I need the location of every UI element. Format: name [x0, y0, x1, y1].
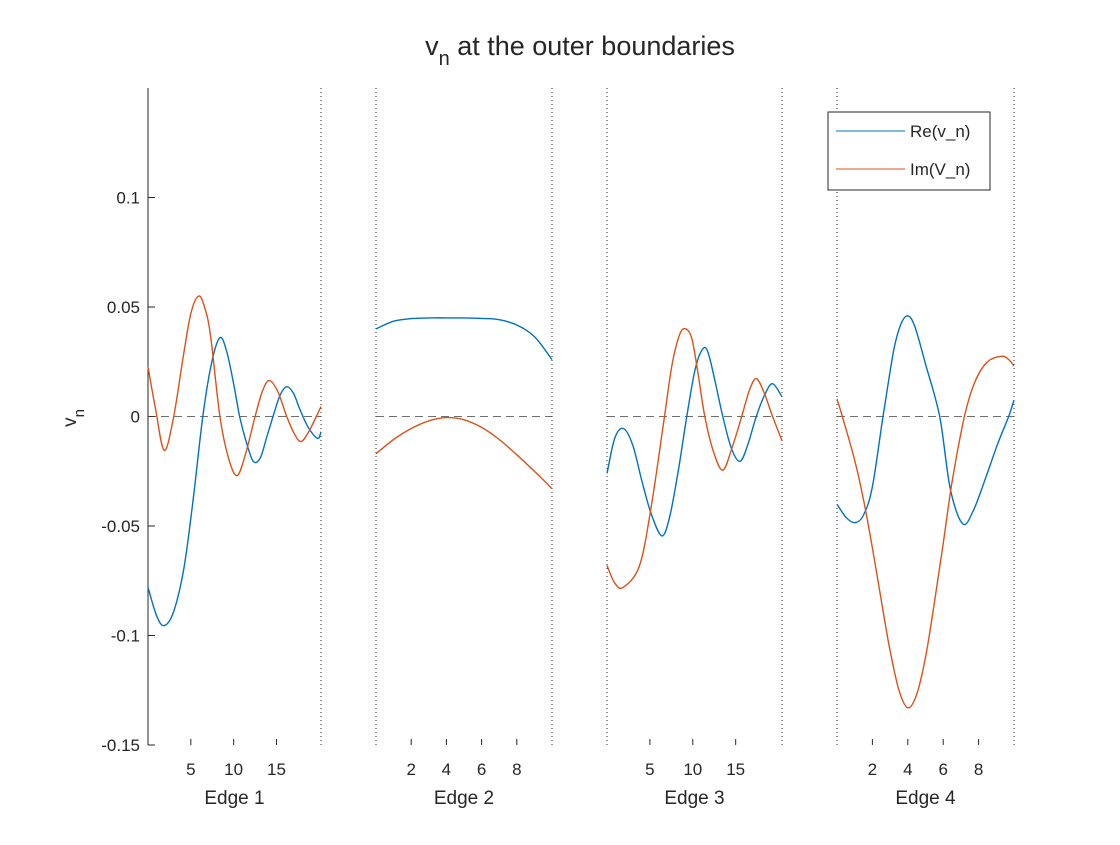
x-axis-label-edge-4: Edge 4	[895, 788, 956, 809]
y-tick-label: 0.1	[116, 189, 140, 208]
series-re-edge-1	[147, 336, 322, 627]
x-tick-label: 6	[477, 760, 486, 779]
y-tick-label: 0	[131, 408, 140, 427]
x-tick-label: 15	[267, 760, 286, 779]
chart-title: vn at the outer boundaries	[425, 31, 735, 70]
x-tick-label: 4	[903, 760, 912, 779]
legend-box	[827, 111, 991, 191]
x-tick-label: 8	[974, 760, 983, 779]
y-tick-label: -0.05	[101, 517, 140, 536]
panel-edge-2: 2 4 6 8 Edge 2	[375, 88, 553, 809]
x-axis-label-edge-3: Edge 3	[664, 788, 724, 809]
series-re-edge-2	[375, 317, 553, 361]
series-im-edge-2	[375, 416, 553, 490]
x-tick-label: 5	[186, 760, 195, 779]
x-tick-label: 4	[442, 760, 451, 779]
x-tick-label: 15	[726, 760, 745, 779]
x-tick-label: 10	[224, 760, 243, 779]
x-tick-label: 8	[512, 760, 521, 779]
legend: Re(v_n) Im(V_n)	[827, 111, 991, 191]
x-axis-label-edge-2: Edge 2	[434, 788, 494, 809]
x-tick-label: 10	[683, 760, 702, 779]
y-axis: -0.15 -0.1 -0.05 0 0.05 0.1	[101, 88, 155, 755]
panel-edge-4: 2 4 6 8 Edge 4	[836, 88, 1015, 809]
y-tick-label: 0.05	[107, 298, 140, 317]
title-rest: at the outer boundaries	[450, 31, 735, 61]
x-tick-label: 5	[645, 760, 654, 779]
title-main: v	[425, 31, 439, 61]
y-axis-label-main: v	[60, 417, 81, 427]
y-axis-label-subscript: n	[71, 409, 88, 417]
x-tick-label: 2	[406, 760, 415, 779]
series-im-edge-3	[606, 327, 783, 590]
series-re-edge-4	[836, 315, 1015, 526]
legend-label-im: Im(V_n)	[910, 160, 970, 179]
x-tick-label: 2	[868, 760, 877, 779]
series-im-edge-1	[147, 295, 322, 477]
legend-label-re: Re(v_n)	[910, 122, 970, 141]
x-tick-label: 6	[938, 760, 947, 779]
series-re-edge-3	[606, 346, 783, 537]
x-axis-label-edge-1: Edge 1	[204, 788, 264, 809]
y-tick-label: -0.1	[111, 627, 140, 646]
y-tick-label: -0.15	[101, 736, 140, 755]
y-axis-label: vn	[60, 409, 88, 427]
title-subscript: n	[439, 48, 450, 70]
series-im-edge-4	[836, 355, 1015, 709]
